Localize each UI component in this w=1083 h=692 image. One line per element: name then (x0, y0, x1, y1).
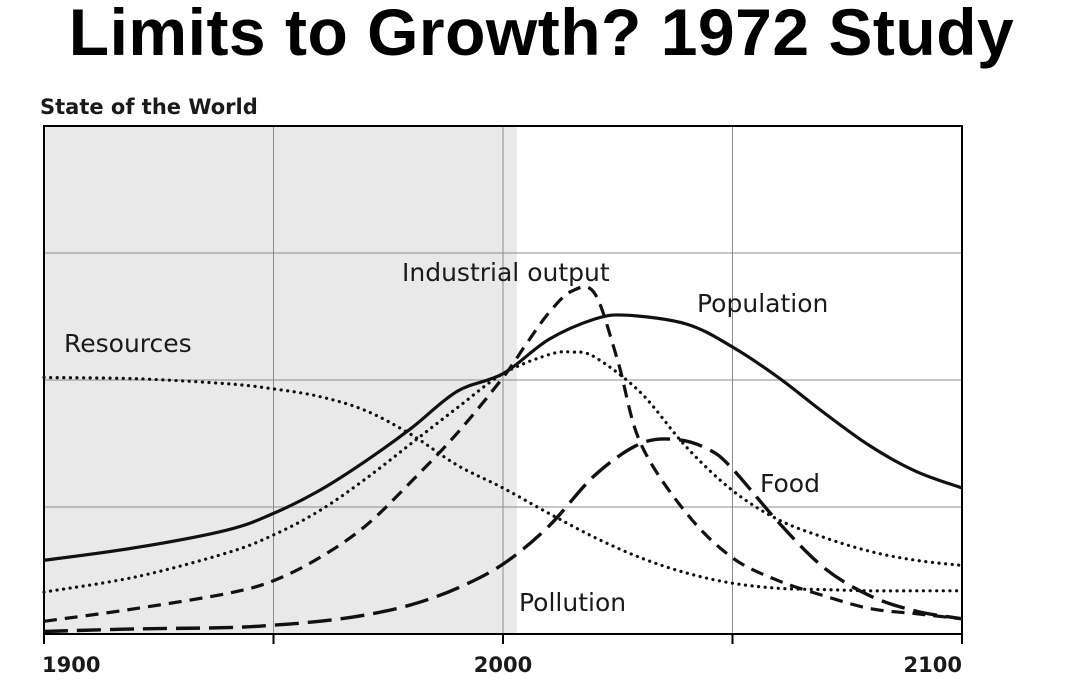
chart-figure: 1900 2000 2100 State of the World Population… (22, 84, 994, 689)
series-line-population (43, 313, 963, 562)
series-label-population: Population (697, 289, 828, 318)
main-title: Limits to Growth? 1972 Study (68, 0, 1015, 69)
chart-title: State of the World (40, 95, 258, 119)
x-tick-label: 2100 (904, 653, 962, 677)
series-line-industrial-output (43, 285, 963, 623)
series-line-pollution (43, 437, 963, 634)
series-label-pollution: Pollution (519, 588, 626, 617)
x-tick-label: 2000 (474, 653, 532, 677)
x-tick-label: 1900 (42, 653, 100, 677)
series-line-food (42, 350, 964, 594)
chart-svg: 1900 2000 2100 State of the World Population… (40, 95, 964, 677)
series-label-industrial-output: Industrial output (402, 258, 610, 287)
series-label-resources: Resources (64, 329, 192, 358)
series-label-food: Food (760, 469, 820, 498)
series-line-resources (42, 375, 964, 593)
